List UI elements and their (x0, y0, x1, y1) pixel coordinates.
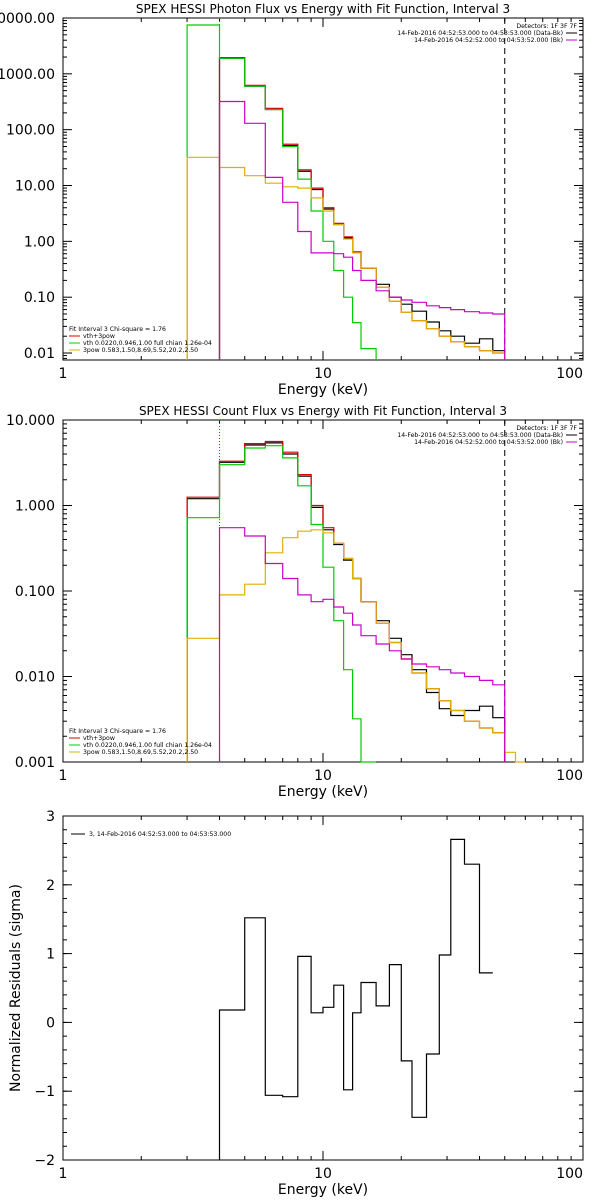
legend-entry-bottomleft: 3pow 0.583,1.50,8.69,5.52,20.2,2.50 (83, 749, 198, 756)
y-tick-label: 1 (46, 947, 55, 963)
plot-frame (62, 815, 584, 1161)
legend-entry-bottomleft: Fit Interval 3 Chi-square = 1.76 (69, 326, 166, 333)
x-tick-label: 10 (314, 1166, 332, 1182)
x-tick-label: 1 (59, 1166, 68, 1182)
legend-entry-topright: 14-Feb-2016 04:52:52.000 to 04:53:52.000… (414, 439, 563, 446)
series-vth (186, 445, 377, 763)
y-tick-label: 10.00 (15, 179, 55, 195)
y-tick-label: −2 (34, 1153, 55, 1169)
x-axis-label: Energy (keV) (278, 382, 368, 398)
x-tick-label: 1 (59, 768, 68, 784)
series-fit (186, 440, 506, 762)
y-tick-label: 0.010 (15, 670, 55, 686)
legend-entry-bottomleft: vth+3pow (83, 333, 115, 340)
y-tick-label: 3 (46, 809, 55, 825)
legend-entry-topright: Detectors: 1F 3F 7F (516, 23, 577, 30)
y-tick-label: 0.01 (24, 346, 55, 362)
y-tick-label: 10.000 (6, 413, 55, 429)
series-3pow (186, 156, 506, 360)
legend-entry-topright: Detectors: 1F 3F 7F (516, 425, 577, 432)
y-tick-label: 0.100 (15, 584, 55, 600)
legend-entry-bottomleft: vth 0.0220,0.946,1.00 full chian 1.26e-0… (83, 742, 212, 749)
legend-entry-topright: 14-Feb-2016 04:52:53.000 to 04:53:53.000… (397, 30, 563, 37)
y-tick-label: 10000.00 (0, 11, 55, 27)
x-tick-label: 10 (314, 768, 332, 784)
x-tick-label: 10 (314, 366, 332, 382)
y-tick-label: 1.00 (24, 234, 55, 250)
legend-entry-bottomleft: 3pow 0.583,1.50,8.69,5.52,20.2,2.50 (83, 347, 198, 354)
chart-title: SPEX HESSI Photon Flux vs Energy with Fi… (136, 2, 510, 16)
series-background (218, 100, 506, 360)
x-axis-label: Energy (keV) (278, 1182, 368, 1198)
y-tick-label: 1.000 (15, 499, 55, 515)
legend-entry-topright: 14-Feb-2016 04:52:52.000 to 04:53:52.000… (414, 37, 563, 44)
y-tick-label: 2 (46, 878, 55, 894)
y-tick-label: −1 (34, 1084, 55, 1100)
series-residuals (218, 838, 493, 1160)
y-tick-label: 0 (46, 1015, 55, 1031)
series-fit (218, 57, 506, 360)
series-data (218, 57, 506, 360)
y-tick-label: 0.10 (24, 290, 55, 306)
x-tick-label: 100 (556, 366, 583, 382)
x-axis-label: Energy (keV) (278, 784, 368, 800)
x-tick-label: 100 (556, 768, 583, 784)
x-tick-label: 100 (556, 1166, 583, 1182)
chart-title: SPEX HESSI Count Flux vs Energy with Fit… (139, 404, 507, 418)
legend-entry-topleft: 3, 14-Feb-2016 04:52:53.000 to 04:53:53.… (89, 831, 231, 838)
legend-entry-topright: 14-Feb-2016 04:52:53.000 to 04:53:53.000… (397, 432, 563, 439)
y-tick-label: 100.00 (6, 123, 55, 139)
y-axis-label: Normalized Residuals (sigma) (8, 884, 24, 1092)
chart-panel-1: SPEX HESSI Photon Flux vs Energy with Fi… (0, 2, 584, 398)
chart-panel-2: SPEX HESSI Count Flux vs Energy with Fit… (6, 404, 584, 800)
legend-entry-bottomleft: vth+3pow (83, 735, 115, 742)
y-tick-label: 1000.00 (0, 67, 55, 83)
series-vth (186, 24, 377, 360)
legend-entry-bottomleft: vth 0.0220,0.946,1.00 full chian 1.26e-0… (83, 340, 212, 347)
y-tick-label: 0.001 (15, 755, 55, 771)
series-3pow (186, 529, 526, 763)
series-background (218, 527, 506, 762)
legend-entry-bottomleft: Fit Interval 3 Chi-square = 1.76 (69, 728, 166, 735)
x-tick-label: 1 (59, 366, 68, 382)
series-data (186, 442, 506, 762)
